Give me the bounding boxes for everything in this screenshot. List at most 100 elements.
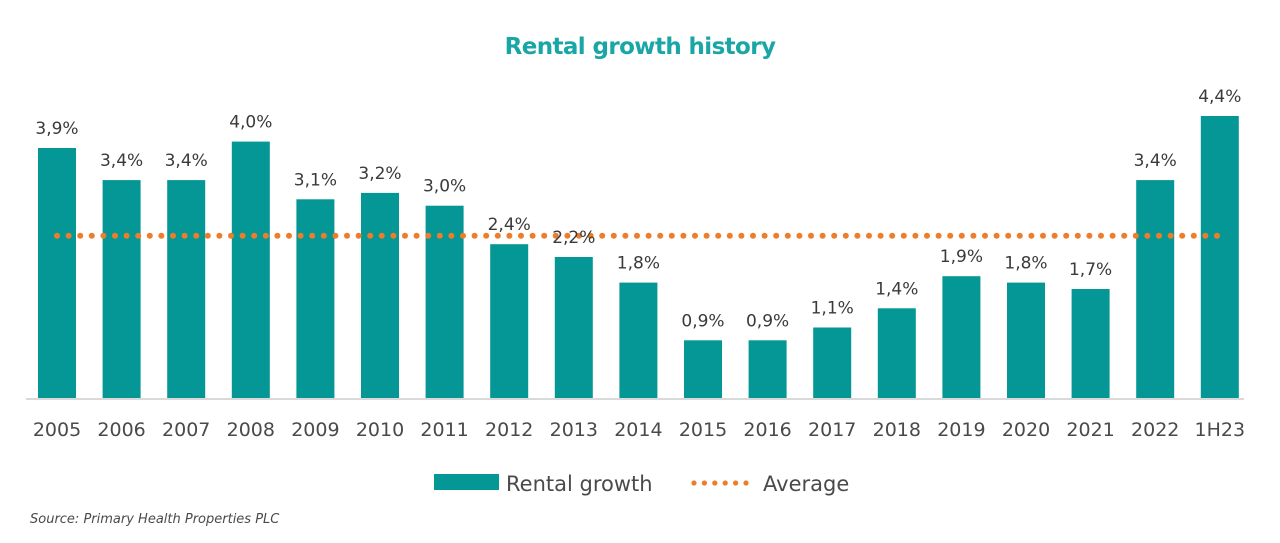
x-tick-2009: 2009 [291,419,339,441]
average-line-dot [146,232,153,239]
data-label-2019: 1,9% [940,247,983,267]
x-tick-2021: 2021 [1066,419,1114,441]
average-line-dot [425,232,432,239]
x-tick-1H23: 1H23 [1195,419,1246,441]
legend-swatch-average [691,480,749,486]
average-line-dot [413,232,420,239]
average-line-dot [796,232,803,239]
average-line-dot [541,232,548,239]
average-line-dot [610,232,617,239]
average-line-dot [842,232,849,239]
x-tick-2010: 2010 [356,419,404,441]
average-line-dot [123,232,130,239]
chart-title: Rental growth history [505,34,776,60]
data-label-2014: 1,8% [617,254,660,274]
average-line-dot [1063,232,1070,239]
average-line-dot [309,232,316,239]
average-line-dot [1016,232,1023,239]
average-line-dot [1040,232,1046,239]
average-line-dot [877,232,884,239]
legend-swatch-rental-growth [434,474,499,490]
x-tick-2013: 2013 [550,419,598,441]
bar-2008 [231,141,270,398]
average-line-dot [924,232,930,239]
average-line-dot [599,232,606,239]
average-line-dot [54,232,60,239]
source-note: Source: Primary Health Properties PLC [30,512,280,527]
data-label-2020: 1,8% [1004,254,1047,274]
average-line-dot [262,232,269,239]
average-line-dot [471,232,478,239]
average-line-dot [483,232,490,239]
average-line-dot [77,232,84,239]
legend-average-dot [701,480,708,486]
data-label-2006: 3,4% [100,151,143,171]
legend-average-dot [743,480,749,486]
legend-label-rental-growth: Rental growth [506,472,653,496]
average-line-dot [251,232,258,239]
data-label-2011: 3,0% [423,177,466,197]
average-line-dot [645,232,652,239]
legend-average-dot [733,480,739,486]
average-line-dot [587,232,594,239]
legend: Rental growth Average [434,472,849,496]
average-line-dot [993,232,1000,239]
legend-average-dot [691,480,697,486]
average-line-dot [576,232,582,239]
average-line-dot [773,232,780,239]
average-line-dot [947,232,954,239]
bar-2017 [813,327,852,398]
average-line-dot [958,232,965,239]
bar-2007 [167,180,206,398]
x-tick-2022: 2022 [1131,419,1179,441]
average-line-dot [1144,232,1151,239]
average-line-dot [668,232,675,239]
average-line-dot [1074,232,1081,239]
bar-2010 [361,192,399,398]
bar-2012 [490,244,529,398]
bar-2015 [684,340,722,398]
x-tick-2018: 2018 [873,419,921,441]
data-labels: 3,9% 3,4% 3,4% 4,0% 3,1% 3,2% 3,0% 2,4% 2,2% 1,8%… [35,87,1241,331]
bar-2013 [554,257,593,398]
average-line-dot [436,232,443,239]
bar-1H23 [1200,116,1239,398]
average-line-dot [88,232,95,239]
bar-2016 [748,340,787,398]
data-label-2009: 3,1% [294,170,337,190]
average-line-dot [1132,232,1139,239]
average-line-dot [518,232,524,239]
average-line-dot [378,232,385,239]
data-label-2016: 0,9% [746,311,789,331]
bar-2018 [877,308,916,398]
average-line-dot [135,232,142,239]
average-line-dot [1167,232,1174,239]
average-line-dot [506,232,513,239]
average-line-dot [935,232,942,239]
average-line-dot [355,232,362,239]
average-line-dot [100,232,107,239]
average-line-dot [216,232,223,239]
data-label-2013: 2,2% [552,228,595,248]
data-label-1H23: 4,4% [1198,87,1241,107]
bar-2019 [942,276,981,398]
average-line-dot [1109,232,1116,239]
average-line-dot [970,232,977,239]
bar-2014 [619,282,658,398]
average-line-dot [564,232,571,239]
average-line-dot [726,232,733,239]
average-line-dot [1214,232,1220,239]
average-line-dot [367,232,374,239]
average-line-dot [193,232,200,239]
bar-2006 [102,180,141,398]
average-line-dot [1098,232,1104,239]
average-line-dot [204,232,211,239]
average-line [54,232,1220,239]
average-line-dot [390,232,397,239]
average-line-dot [634,232,640,239]
legend-average-dot [712,480,718,486]
average-line-dot [784,232,791,239]
average-line-dot [552,232,559,239]
average-line-dot [239,232,246,239]
